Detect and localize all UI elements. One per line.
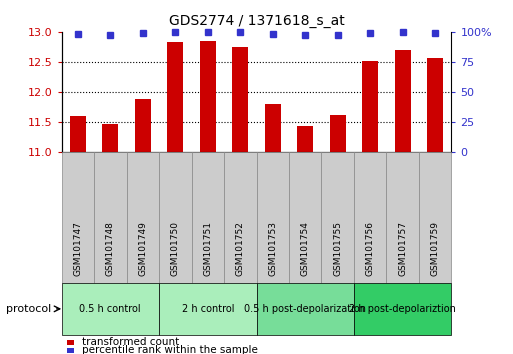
Text: GSM101755: GSM101755 bbox=[333, 221, 342, 276]
Text: GSM101751: GSM101751 bbox=[203, 221, 212, 276]
Text: GSM101749: GSM101749 bbox=[139, 221, 147, 276]
Title: GDS2774 / 1371618_s_at: GDS2774 / 1371618_s_at bbox=[169, 14, 344, 28]
Text: GSM101747: GSM101747 bbox=[73, 221, 82, 276]
Text: GSM101759: GSM101759 bbox=[431, 221, 440, 276]
Bar bbox=[102, 124, 119, 152]
Bar bbox=[167, 42, 183, 152]
Text: 2 h post-depolariztion: 2 h post-depolariztion bbox=[349, 304, 456, 314]
Bar bbox=[265, 104, 281, 152]
Text: percentile rank within the sample: percentile rank within the sample bbox=[82, 346, 258, 354]
Text: 0.5 h post-depolarization: 0.5 h post-depolarization bbox=[244, 304, 366, 314]
Bar bbox=[297, 126, 313, 152]
Text: GSM101756: GSM101756 bbox=[366, 221, 374, 276]
Text: GSM101752: GSM101752 bbox=[236, 221, 245, 276]
Text: GSM101757: GSM101757 bbox=[398, 221, 407, 276]
Bar bbox=[232, 47, 248, 152]
Text: GSM101748: GSM101748 bbox=[106, 221, 115, 276]
Text: GSM101750: GSM101750 bbox=[171, 221, 180, 276]
Text: transformed count: transformed count bbox=[82, 337, 180, 347]
Text: 2 h control: 2 h control bbox=[182, 304, 234, 314]
Bar bbox=[70, 116, 86, 152]
Text: GSM101753: GSM101753 bbox=[268, 221, 277, 276]
Bar bbox=[134, 99, 151, 152]
Text: protocol: protocol bbox=[6, 304, 51, 314]
Bar bbox=[427, 58, 443, 152]
Bar bbox=[394, 50, 411, 152]
Bar bbox=[200, 41, 216, 152]
Bar bbox=[362, 61, 378, 152]
Text: GSM101754: GSM101754 bbox=[301, 221, 310, 276]
Bar bbox=[329, 115, 346, 152]
Text: 0.5 h control: 0.5 h control bbox=[80, 304, 141, 314]
